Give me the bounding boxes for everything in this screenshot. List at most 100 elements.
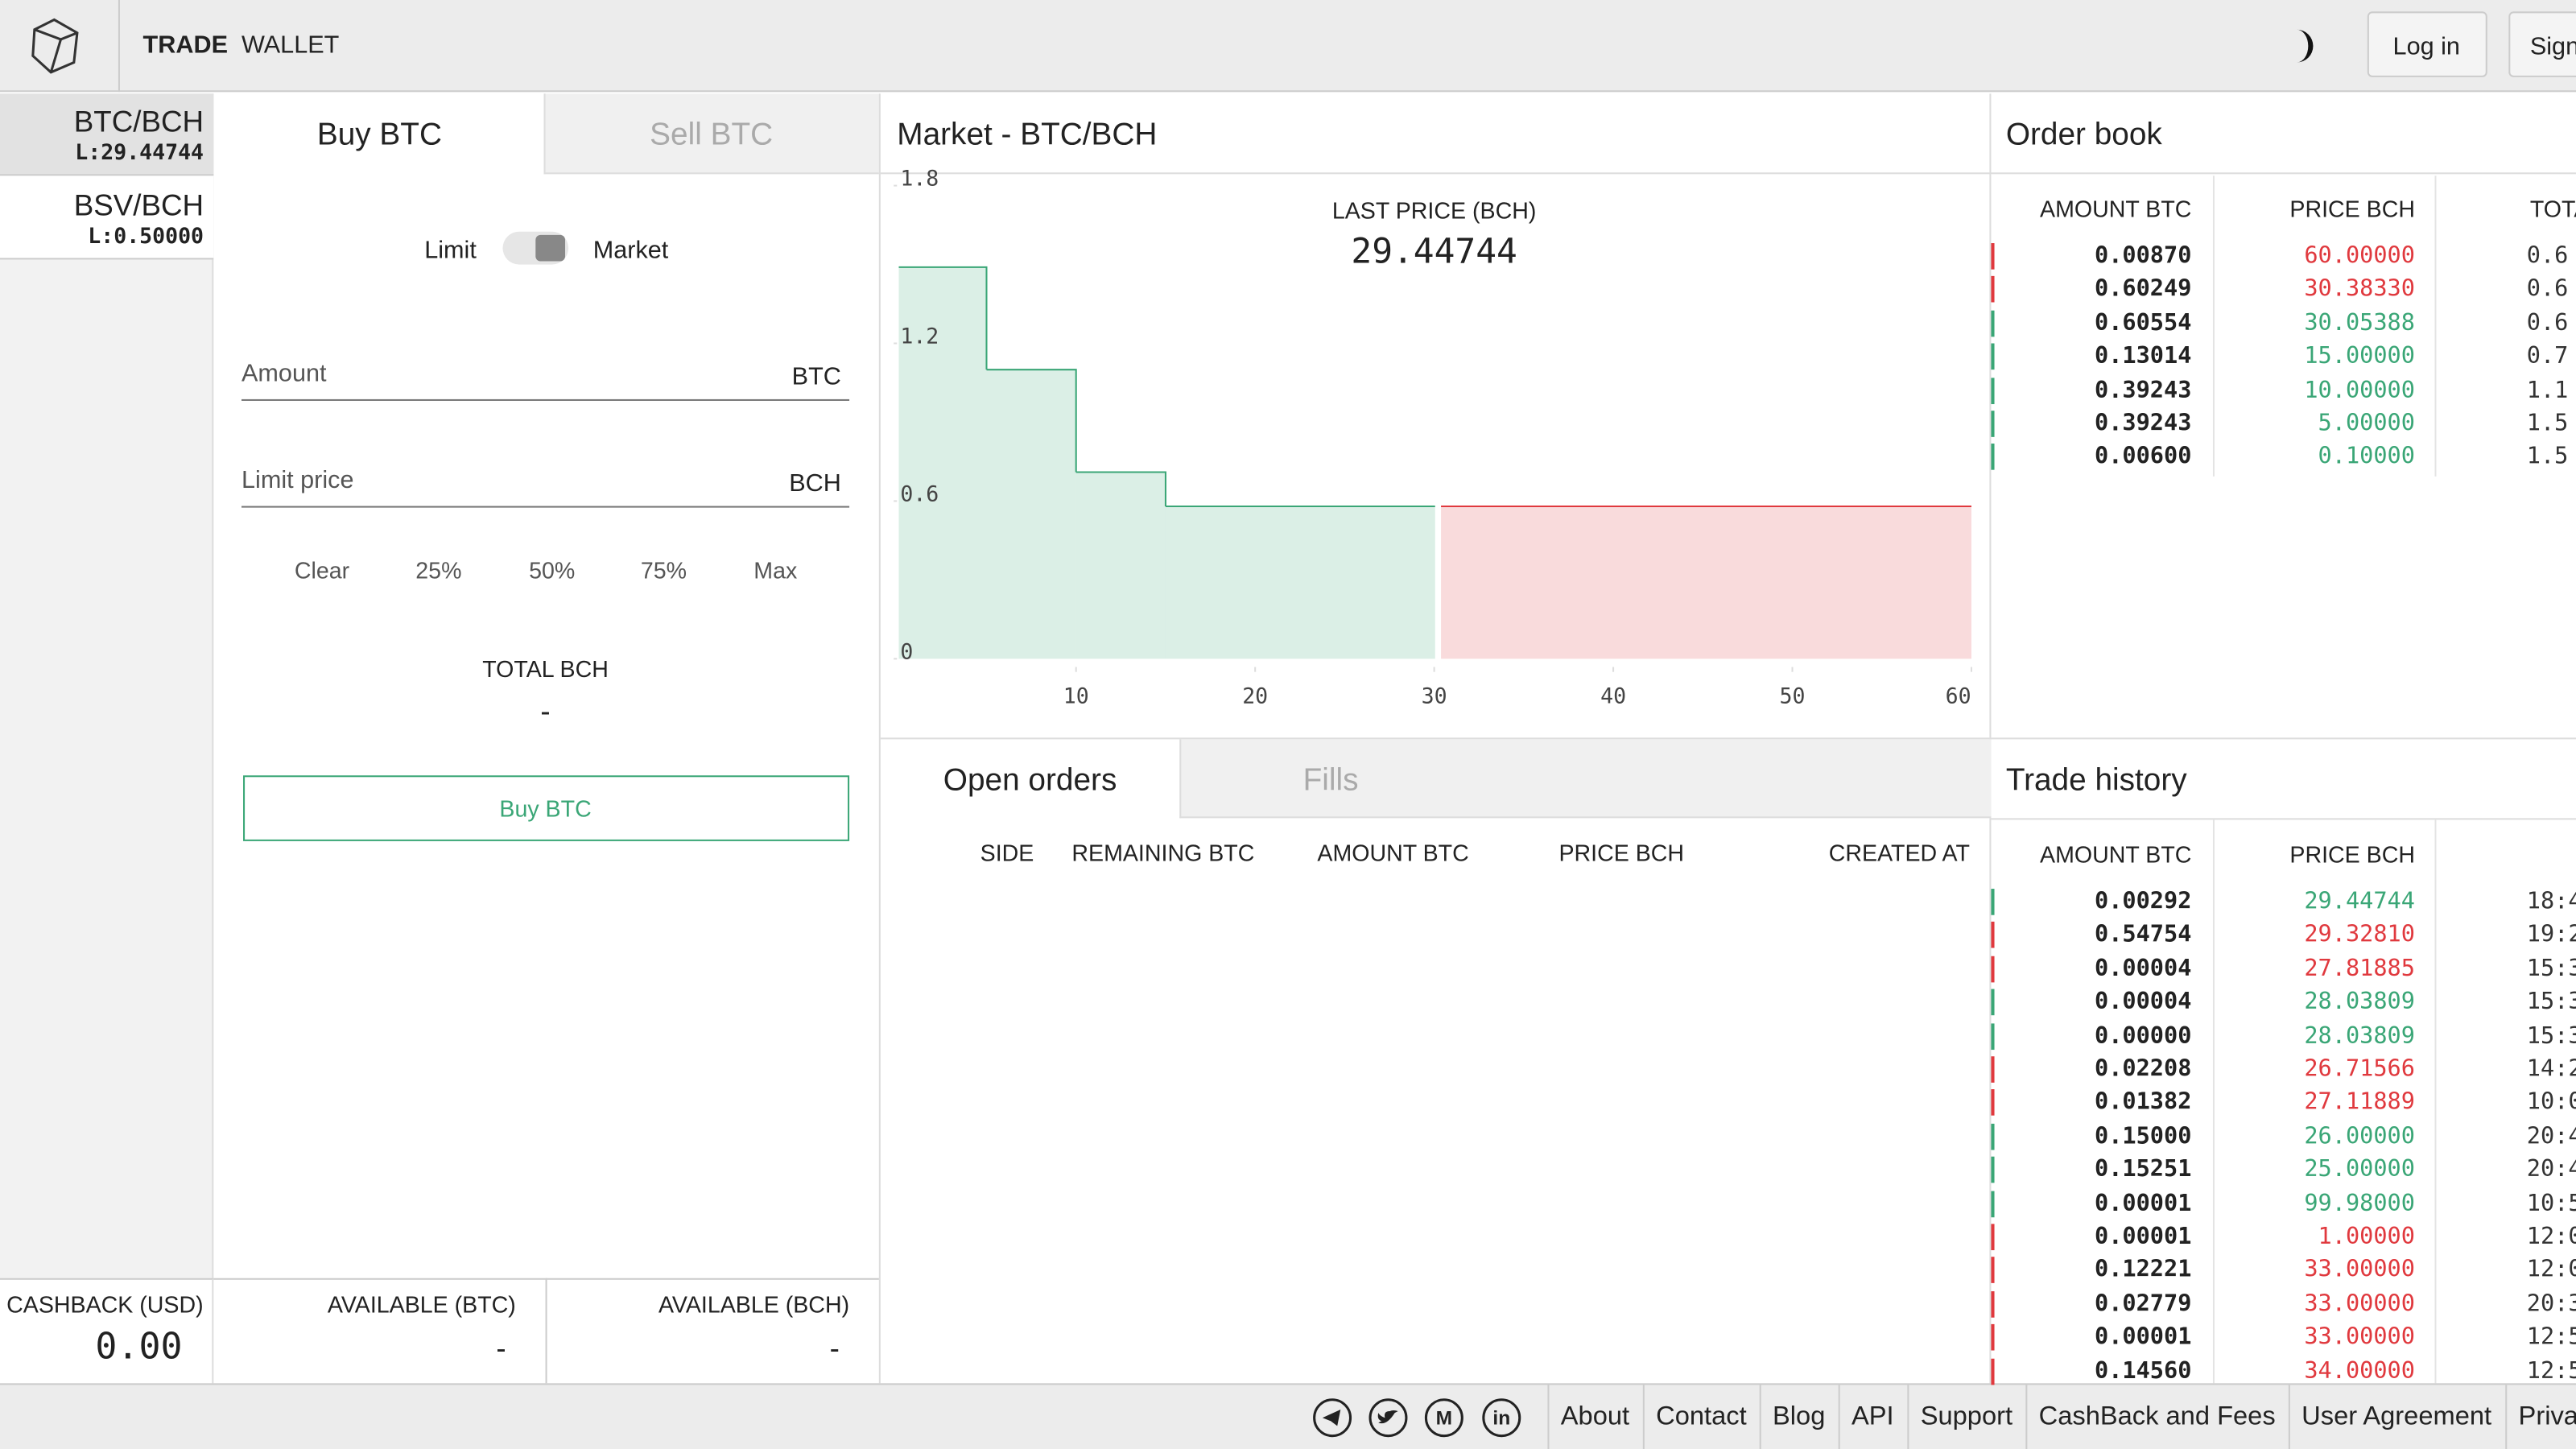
- time: 10:0: [2526, 1089, 2576, 1117]
- price: 28.03809: [2304, 1022, 2415, 1050]
- footer-link[interactable]: Blog: [1773, 1402, 1826, 1431]
- x-tick-label: 10: [1063, 683, 1089, 709]
- fills-tab[interactable]: [1179, 739, 1992, 819]
- social-icons: [1313, 1398, 1521, 1438]
- amount: 0.00004: [2094, 956, 2192, 982]
- input-line: [241, 506, 850, 508]
- icon-label: M: [1435, 1406, 1453, 1430]
- price: 26.00000: [2304, 1123, 2415, 1150]
- footer-link[interactable]: Privacy: [2518, 1402, 2576, 1431]
- divider: [1838, 1385, 1840, 1449]
- amount: 0.00600: [2094, 444, 2192, 471]
- amount: 0.00001: [2094, 1324, 2192, 1351]
- tab[interactable]: Sell BTC: [650, 117, 774, 152]
- amount: 0.00292: [2094, 889, 2192, 915]
- shortcut[interactable]: 50%: [529, 556, 576, 584]
- amount: 0.15251: [2094, 1157, 2192, 1183]
- price: 60.00000: [2304, 243, 2415, 270]
- amount: 0.60554: [2094, 310, 2192, 336]
- divider: [1991, 818, 2576, 820]
- tab[interactable]: Buy BTC: [316, 117, 443, 152]
- time: 18:4: [2526, 889, 2576, 915]
- side-marker: [1991, 1324, 1995, 1351]
- panel-title: Order book: [2005, 117, 2162, 152]
- amount: 0.13014: [2094, 343, 2192, 370]
- divider: [2025, 1385, 2028, 1449]
- tab[interactable]: Fills: [1302, 762, 1359, 798]
- time: 20:3: [2526, 1290, 2576, 1318]
- sell-tab[interactable]: [543, 93, 879, 175]
- footer-link[interactable]: Support: [1920, 1402, 2013, 1431]
- available-label: AVAILABLE (BTC): [327, 1291, 516, 1318]
- divider: [880, 737, 2576, 740]
- side-marker: [1991, 922, 1995, 949]
- pair-last: L:29.44744: [75, 140, 204, 166]
- pair[interactable]: [0, 175, 214, 260]
- column-line: [2434, 175, 2437, 477]
- signup-button[interactable]: [2508, 11, 2576, 77]
- shortcut[interactable]: 25%: [415, 556, 462, 584]
- amount: 0.39243: [2094, 377, 2192, 404]
- price: 34.00000: [2304, 1357, 2415, 1385]
- time: 12:0: [2526, 1257, 2576, 1284]
- column-header: REMAINING BTC: [1071, 839, 1255, 866]
- panel-title: Trade history: [2005, 762, 2187, 798]
- amount: 0.00001: [2094, 1224, 2192, 1251]
- column-header: PRICE BCH: [2289, 840, 2415, 868]
- side-marker: [1991, 377, 1995, 404]
- pair-active[interactable]: [0, 93, 214, 176]
- theme-toggle[interactable]: [2281, 27, 2320, 66]
- total-label: TOTAL BCH: [482, 655, 609, 682]
- column-header: AMOUNT BTC: [1317, 839, 1469, 866]
- pair-last: L:0.50000: [88, 224, 204, 250]
- footer-link[interactable]: About: [1560, 1402, 1630, 1431]
- column-line: [2212, 175, 2215, 477]
- top-bar: [0, 0, 2576, 93]
- time: 12:0: [2526, 1224, 2576, 1251]
- divider: [1642, 1385, 1645, 1449]
- side-marker: [1991, 276, 1995, 303]
- side-marker: [1991, 1022, 1995, 1050]
- tab[interactable]: Open orders: [943, 762, 1117, 798]
- side-marker: [1991, 1089, 1995, 1117]
- side-marker: [1991, 1123, 1995, 1150]
- price: 29.32810: [2304, 922, 2415, 949]
- field-label: Amount: [241, 358, 327, 387]
- buy-button[interactable]: [243, 775, 850, 841]
- amount: 0.02779: [2094, 1290, 2192, 1318]
- login-button[interactable]: [2367, 11, 2487, 77]
- amount: 0.14560: [2094, 1357, 2192, 1385]
- y-tick-label: 0.6: [900, 481, 939, 507]
- divider: [1547, 1385, 1550, 1449]
- shortcut[interactable]: Clear: [294, 556, 350, 584]
- last-price-label: LAST PRICE (BCH): [1331, 196, 1537, 224]
- nav-item[interactable]: TRADE: [142, 30, 229, 59]
- footer-link[interactable]: Contact: [1656, 1402, 1747, 1431]
- nav-item[interactable]: WALLET: [241, 30, 340, 59]
- price: 99.98000: [2304, 1190, 2415, 1217]
- toggle-knob: [535, 234, 566, 262]
- shortcut[interactable]: Max: [753, 556, 798, 584]
- side-marker: [1991, 1157, 1995, 1183]
- available-label: AVAILABLE (BCH): [658, 1291, 850, 1318]
- column-header: PRICE BCH: [1558, 839, 1685, 866]
- price: 28.03809: [2304, 989, 2415, 1016]
- time: 19:2: [2526, 922, 2576, 949]
- amount: 0.60249: [2094, 276, 2192, 303]
- side-marker: [1991, 1190, 1995, 1217]
- time: 12:5: [2526, 1357, 2576, 1385]
- cashback-box: [0, 1278, 214, 1384]
- footer-link[interactable]: API: [1851, 1402, 1894, 1431]
- footer-link[interactable]: CashBack and Fees: [2038, 1402, 2276, 1431]
- divider: [880, 172, 2576, 175]
- column-header: AMOUNT BTC: [2040, 195, 2192, 222]
- mode-label: Limit: [424, 235, 477, 264]
- footer-link[interactable]: User Agreement: [2301, 1402, 2492, 1431]
- total-value: -: [540, 695, 551, 729]
- side-marker: [1991, 989, 1995, 1016]
- shortcut[interactable]: 75%: [640, 556, 687, 584]
- icon-label: in: [1492, 1406, 1511, 1430]
- column-header: AMOUNT BTC: [2040, 840, 2192, 868]
